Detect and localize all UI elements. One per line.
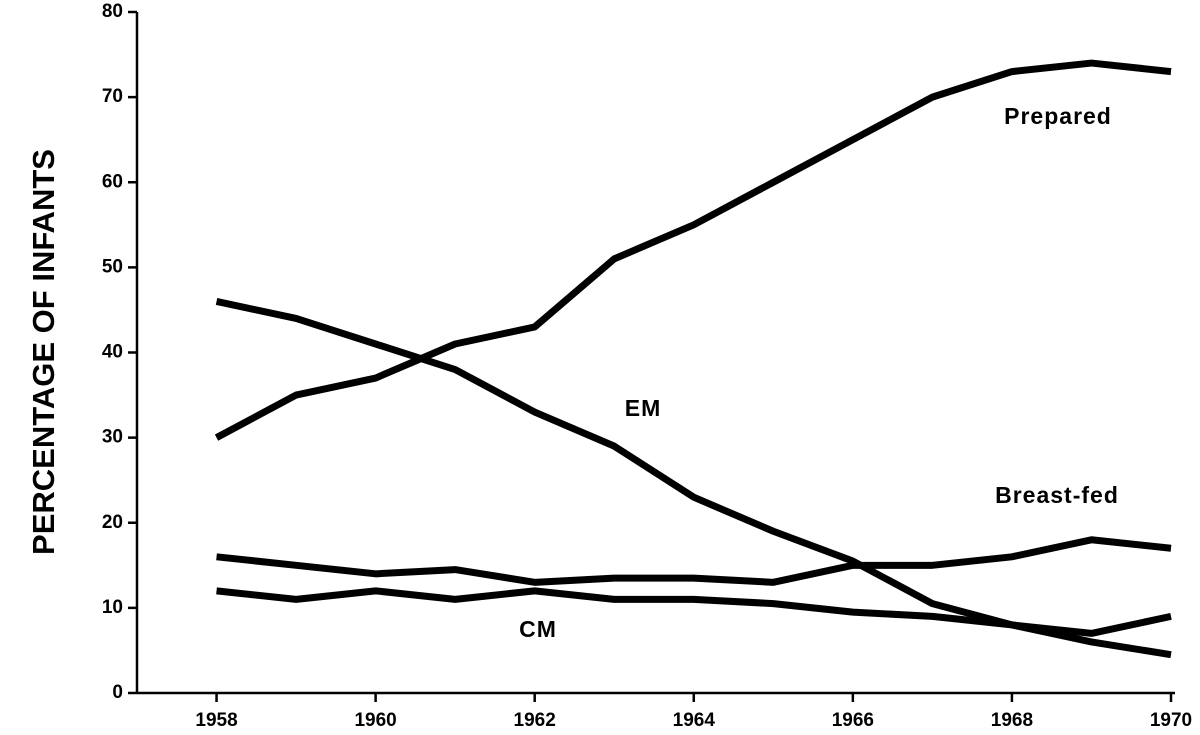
y-tick-label: 80	[102, 1, 123, 22]
series-label: CM	[519, 616, 557, 642]
x-tick-label: 1960	[354, 710, 396, 731]
series-line	[216, 587, 1172, 637]
x-tick-label: 1964	[673, 710, 716, 731]
series-label: Prepared	[1004, 103, 1112, 129]
x-tick-label: 1958	[195, 710, 237, 731]
x-tick-label: 1970	[1150, 710, 1192, 731]
y-tick-label: 60	[102, 171, 123, 192]
series-line	[214, 59, 1172, 441]
y-tick-label: 20	[102, 512, 123, 533]
series-line	[216, 536, 1172, 586]
y-tick-label: 10	[102, 597, 123, 618]
x-tick-label: 1968	[991, 710, 1033, 731]
x-tick-label: 1962	[514, 710, 556, 731]
y-tick-label: 50	[102, 256, 123, 277]
y-tick-label: 40	[102, 342, 123, 363]
series-label: EM	[625, 395, 662, 421]
y-tick-label: 0	[112, 682, 123, 703]
series-label: Breast-fed	[995, 482, 1119, 508]
y-tick-label: 70	[102, 86, 123, 107]
y-tick-label: 30	[102, 427, 123, 448]
y-axis-title: PERCENTAGE OF INFANTS	[26, 149, 61, 555]
x-tick-label: 1966	[832, 710, 874, 731]
